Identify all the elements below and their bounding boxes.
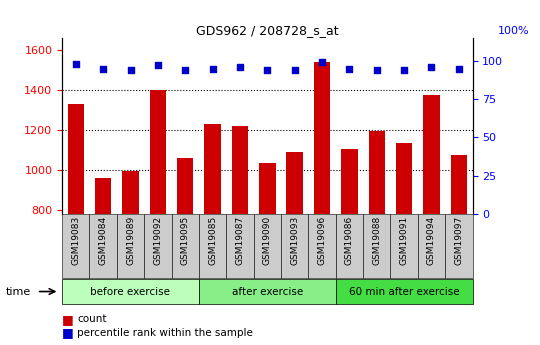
FancyBboxPatch shape bbox=[144, 214, 172, 278]
FancyBboxPatch shape bbox=[254, 214, 281, 278]
Point bbox=[99, 66, 107, 71]
Point bbox=[318, 60, 326, 65]
Bar bbox=[314, 62, 330, 345]
Point bbox=[235, 64, 244, 70]
FancyBboxPatch shape bbox=[226, 214, 254, 278]
Y-axis label: 100%: 100% bbox=[498, 26, 529, 36]
FancyBboxPatch shape bbox=[445, 214, 472, 278]
Point bbox=[208, 66, 217, 71]
Text: GSM19084: GSM19084 bbox=[99, 216, 107, 265]
Point bbox=[263, 67, 272, 73]
Bar bbox=[396, 143, 413, 345]
Text: ■: ■ bbox=[62, 313, 74, 326]
Bar bbox=[150, 90, 166, 345]
FancyBboxPatch shape bbox=[336, 214, 363, 278]
Text: 60 min after exercise: 60 min after exercise bbox=[349, 287, 460, 296]
FancyBboxPatch shape bbox=[62, 279, 199, 304]
Point bbox=[455, 66, 463, 71]
Point bbox=[373, 67, 381, 73]
Text: count: count bbox=[77, 314, 107, 324]
Point bbox=[153, 63, 162, 68]
Bar bbox=[286, 152, 303, 345]
Bar bbox=[341, 149, 357, 345]
FancyBboxPatch shape bbox=[117, 214, 144, 278]
Bar bbox=[95, 178, 111, 345]
Text: GSM19095: GSM19095 bbox=[181, 216, 190, 265]
Text: GSM19096: GSM19096 bbox=[318, 216, 327, 265]
FancyBboxPatch shape bbox=[199, 279, 336, 304]
Text: GSM19083: GSM19083 bbox=[71, 216, 80, 265]
FancyBboxPatch shape bbox=[390, 214, 418, 278]
Text: GSM19089: GSM19089 bbox=[126, 216, 135, 265]
Bar bbox=[232, 126, 248, 345]
Text: percentile rank within the sample: percentile rank within the sample bbox=[77, 328, 253, 338]
Text: GSM19093: GSM19093 bbox=[290, 216, 299, 265]
Point bbox=[345, 66, 354, 71]
Text: before exercise: before exercise bbox=[91, 287, 171, 296]
Bar bbox=[177, 158, 193, 345]
FancyBboxPatch shape bbox=[199, 214, 226, 278]
Bar bbox=[259, 163, 275, 345]
Title: GDS962 / 208728_s_at: GDS962 / 208728_s_at bbox=[196, 24, 339, 37]
Point bbox=[427, 64, 436, 70]
FancyBboxPatch shape bbox=[62, 214, 90, 278]
Text: GSM19091: GSM19091 bbox=[400, 216, 409, 265]
Text: GSM19088: GSM19088 bbox=[372, 216, 381, 265]
Point bbox=[181, 67, 190, 73]
Text: GSM19090: GSM19090 bbox=[263, 216, 272, 265]
Bar bbox=[368, 131, 385, 345]
FancyBboxPatch shape bbox=[308, 214, 336, 278]
Text: GSM19086: GSM19086 bbox=[345, 216, 354, 265]
Point bbox=[71, 61, 80, 67]
FancyBboxPatch shape bbox=[418, 214, 445, 278]
Text: GSM19092: GSM19092 bbox=[153, 216, 163, 265]
Text: GSM19094: GSM19094 bbox=[427, 216, 436, 265]
FancyBboxPatch shape bbox=[281, 214, 308, 278]
FancyBboxPatch shape bbox=[363, 214, 390, 278]
Text: ■: ■ bbox=[62, 326, 74, 339]
Text: GSM19085: GSM19085 bbox=[208, 216, 217, 265]
Bar bbox=[68, 104, 84, 345]
Text: GSM19097: GSM19097 bbox=[454, 216, 463, 265]
Text: GSM19087: GSM19087 bbox=[235, 216, 245, 265]
Text: after exercise: after exercise bbox=[232, 287, 303, 296]
Bar bbox=[204, 124, 221, 345]
Bar bbox=[122, 171, 139, 345]
Point bbox=[126, 67, 135, 73]
FancyBboxPatch shape bbox=[336, 279, 472, 304]
Point bbox=[400, 67, 408, 73]
FancyBboxPatch shape bbox=[172, 214, 199, 278]
FancyBboxPatch shape bbox=[90, 214, 117, 278]
Bar bbox=[423, 95, 440, 345]
Text: time: time bbox=[5, 287, 31, 296]
Bar bbox=[450, 155, 467, 345]
Point bbox=[291, 67, 299, 73]
